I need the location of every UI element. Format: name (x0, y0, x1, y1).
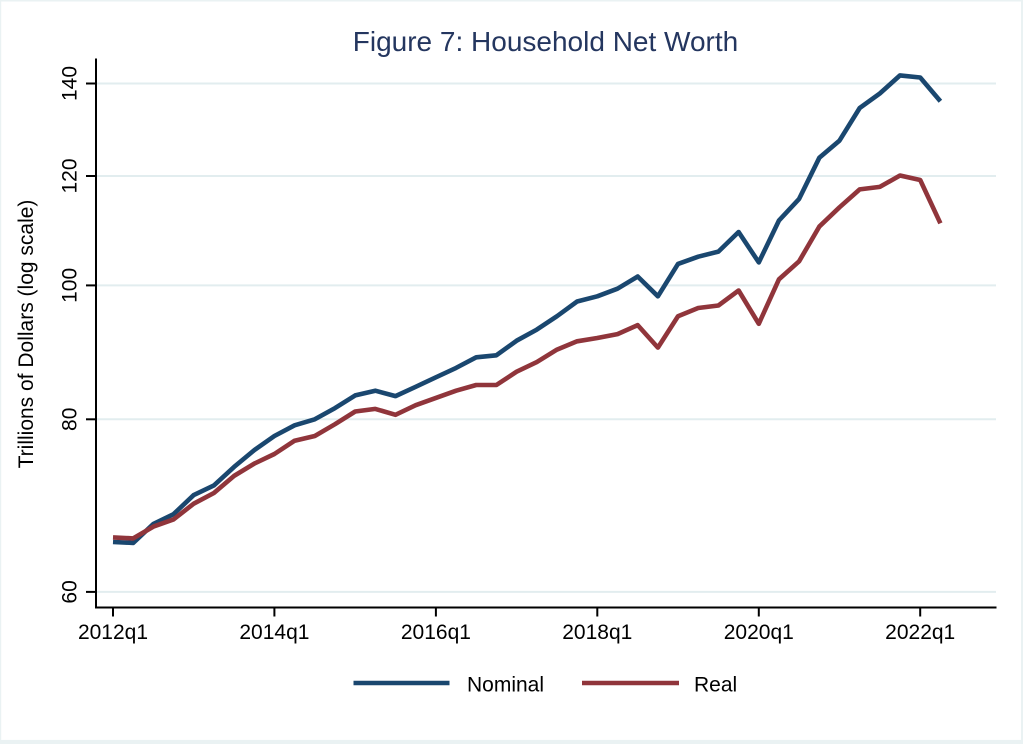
svg-text:2012q1: 2012q1 (78, 621, 148, 644)
svg-text:2020q1: 2020q1 (724, 621, 794, 644)
svg-text:Figure 7: Household Net Worth: Figure 7: Household Net Worth (353, 26, 738, 57)
svg-text:100: 100 (59, 268, 82, 303)
svg-text:2018q1: 2018q1 (562, 621, 632, 644)
svg-text:Trillions of Dollars (log scal: Trillions of Dollars (log scale) (15, 200, 38, 469)
svg-text:Nominal: Nominal (467, 674, 544, 697)
svg-text:80: 80 (59, 408, 82, 431)
svg-text:140: 140 (59, 66, 82, 101)
svg-text:2014q1: 2014q1 (239, 621, 309, 644)
svg-text:2022q1: 2022q1 (885, 621, 955, 644)
svg-text:Real: Real (694, 674, 737, 697)
svg-text:120: 120 (59, 158, 82, 193)
svg-text:2016q1: 2016q1 (401, 621, 471, 644)
svg-text:60: 60 (59, 580, 82, 603)
